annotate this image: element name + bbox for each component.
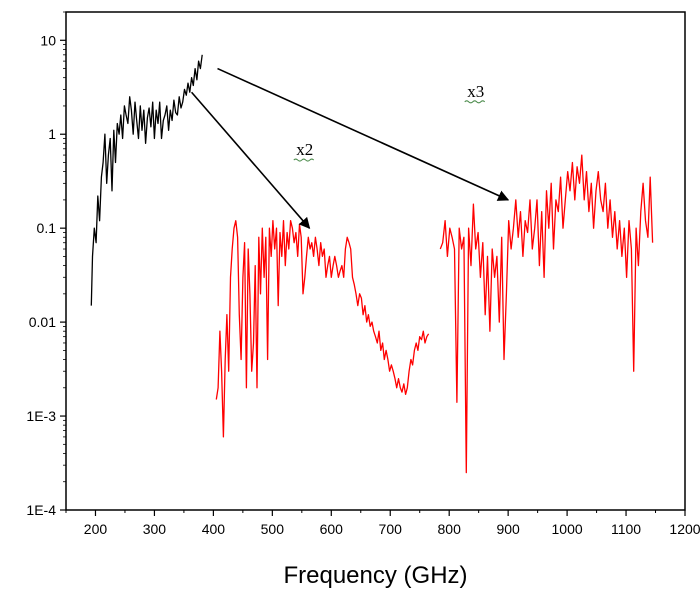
x-tick-label: 800	[438, 521, 462, 537]
arrow-layer	[190, 67, 510, 230]
series-line-1	[90, 54, 203, 306]
plot-frame	[65, 11, 686, 511]
y-tick-label: 1E-4	[26, 502, 56, 518]
y-tick-label: 0.01	[29, 314, 56, 330]
annotation-underline-2	[464, 100, 486, 104]
x-tick-label: 1100	[611, 521, 641, 537]
annotation-label-2: x3	[467, 82, 484, 101]
x-tick-label: 200	[84, 521, 108, 537]
x-tick-label: 600	[320, 521, 344, 537]
y-tick-label: 1	[48, 126, 56, 142]
y-tick-label: 0.1	[37, 220, 57, 236]
y-axis: 1E-4 1E-3 0.01 0.1 1 10	[26, 11, 66, 518]
x-axis-title: Frequency (GHz)	[283, 562, 467, 589]
x-tick-label: 400	[202, 521, 226, 537]
x-tick-label: 300	[143, 521, 167, 537]
annotation-label-1: x2	[296, 140, 313, 159]
x-tick-label: 500	[261, 521, 285, 537]
x-tick-label: 700	[379, 521, 403, 537]
x-tick-label: 1200	[669, 521, 700, 537]
series-line-2	[215, 220, 430, 438]
y-tick-label: 10	[40, 32, 56, 48]
series-layer	[90, 54, 654, 474]
x-axis: 200 300 400 500 600 700 800 900 1000 1100 1200	[65, 510, 700, 537]
x-tick-label: 1000	[552, 521, 583, 537]
x-tick-label: 900	[496, 521, 520, 537]
annotation-underline-1	[293, 158, 315, 162]
annotation-arrow-1	[190, 91, 311, 230]
annotation-layer: x2 x3	[293, 82, 486, 162]
series-line-3	[439, 154, 654, 474]
annotation-arrow-2	[217, 67, 510, 201]
y-tick-label: 1E-3	[26, 408, 56, 424]
